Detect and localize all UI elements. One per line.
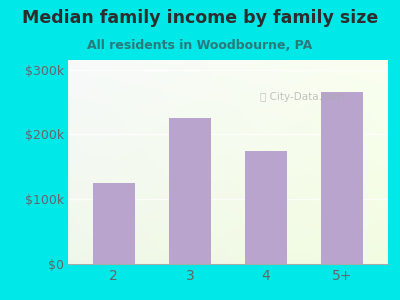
Text: All residents in Woodbourne, PA: All residents in Woodbourne, PA xyxy=(87,39,313,52)
Text: Median family income by family size: Median family income by family size xyxy=(22,9,378,27)
Bar xyxy=(93,183,135,264)
Bar xyxy=(321,92,363,264)
Bar xyxy=(245,151,287,264)
Bar xyxy=(169,118,211,264)
Text: ⓘ City-Data.com: ⓘ City-Data.com xyxy=(260,92,344,102)
